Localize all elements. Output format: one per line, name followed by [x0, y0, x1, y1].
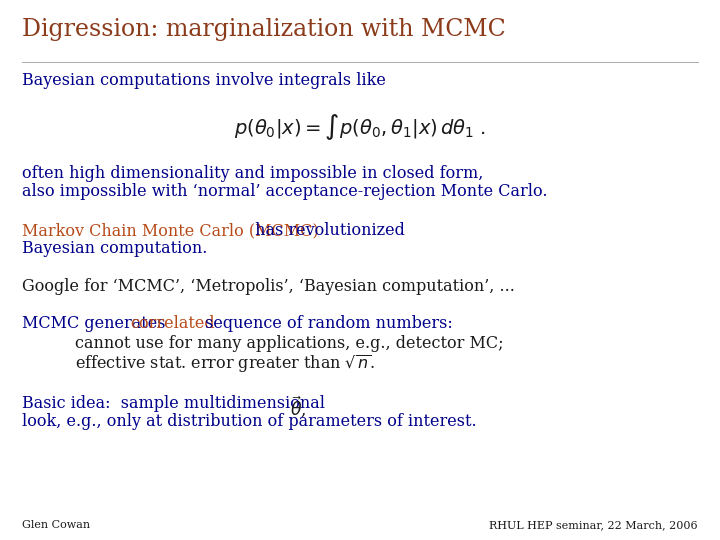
- Text: Markov Chain Monte Carlo (MCMC): Markov Chain Monte Carlo (MCMC): [22, 222, 319, 239]
- Text: $\vec{\theta}$,: $\vec{\theta}$,: [290, 394, 307, 419]
- Text: Bayesian computation.: Bayesian computation.: [22, 240, 207, 257]
- Text: Google for ‘MCMC’, ‘Metropolis’, ‘Bayesian computation’, ...: Google for ‘MCMC’, ‘Metropolis’, ‘Bayesi…: [22, 278, 515, 295]
- Text: often high dimensionality and impossible in closed form,: often high dimensionality and impossible…: [22, 165, 483, 182]
- Text: $p(\theta_0|x) = \int p(\theta_0, \theta_1|x)\, d\theta_1\;.$: $p(\theta_0|x) = \int p(\theta_0, \theta…: [234, 112, 486, 142]
- Text: has revolutionized: has revolutionized: [250, 222, 405, 239]
- Text: Bayesian computations involve integrals like: Bayesian computations involve integrals …: [22, 72, 386, 89]
- Text: Digression: marginalization with MCMC: Digression: marginalization with MCMC: [22, 18, 505, 41]
- Text: RHUL HEP seminar, 22 March, 2006: RHUL HEP seminar, 22 March, 2006: [490, 520, 698, 530]
- Text: correlated: correlated: [130, 315, 215, 332]
- Text: also impossible with ‘normal’ acceptance-rejection Monte Carlo.: also impossible with ‘normal’ acceptance…: [22, 183, 547, 200]
- Text: effective stat. error greater than $\sqrt{n}$.: effective stat. error greater than $\sqr…: [75, 353, 375, 375]
- Text: sequence of random numbers:: sequence of random numbers:: [200, 315, 453, 332]
- Text: Glen Cowan: Glen Cowan: [22, 520, 90, 530]
- Text: look, e.g., only at distribution of parameters of interest.: look, e.g., only at distribution of para…: [22, 413, 477, 430]
- Text: cannot use for many applications, e.g., detector MC;: cannot use for many applications, e.g., …: [75, 335, 503, 352]
- Text: Basic idea:  sample multidimensional: Basic idea: sample multidimensional: [22, 395, 330, 412]
- Text: MCMC generates: MCMC generates: [22, 315, 171, 332]
